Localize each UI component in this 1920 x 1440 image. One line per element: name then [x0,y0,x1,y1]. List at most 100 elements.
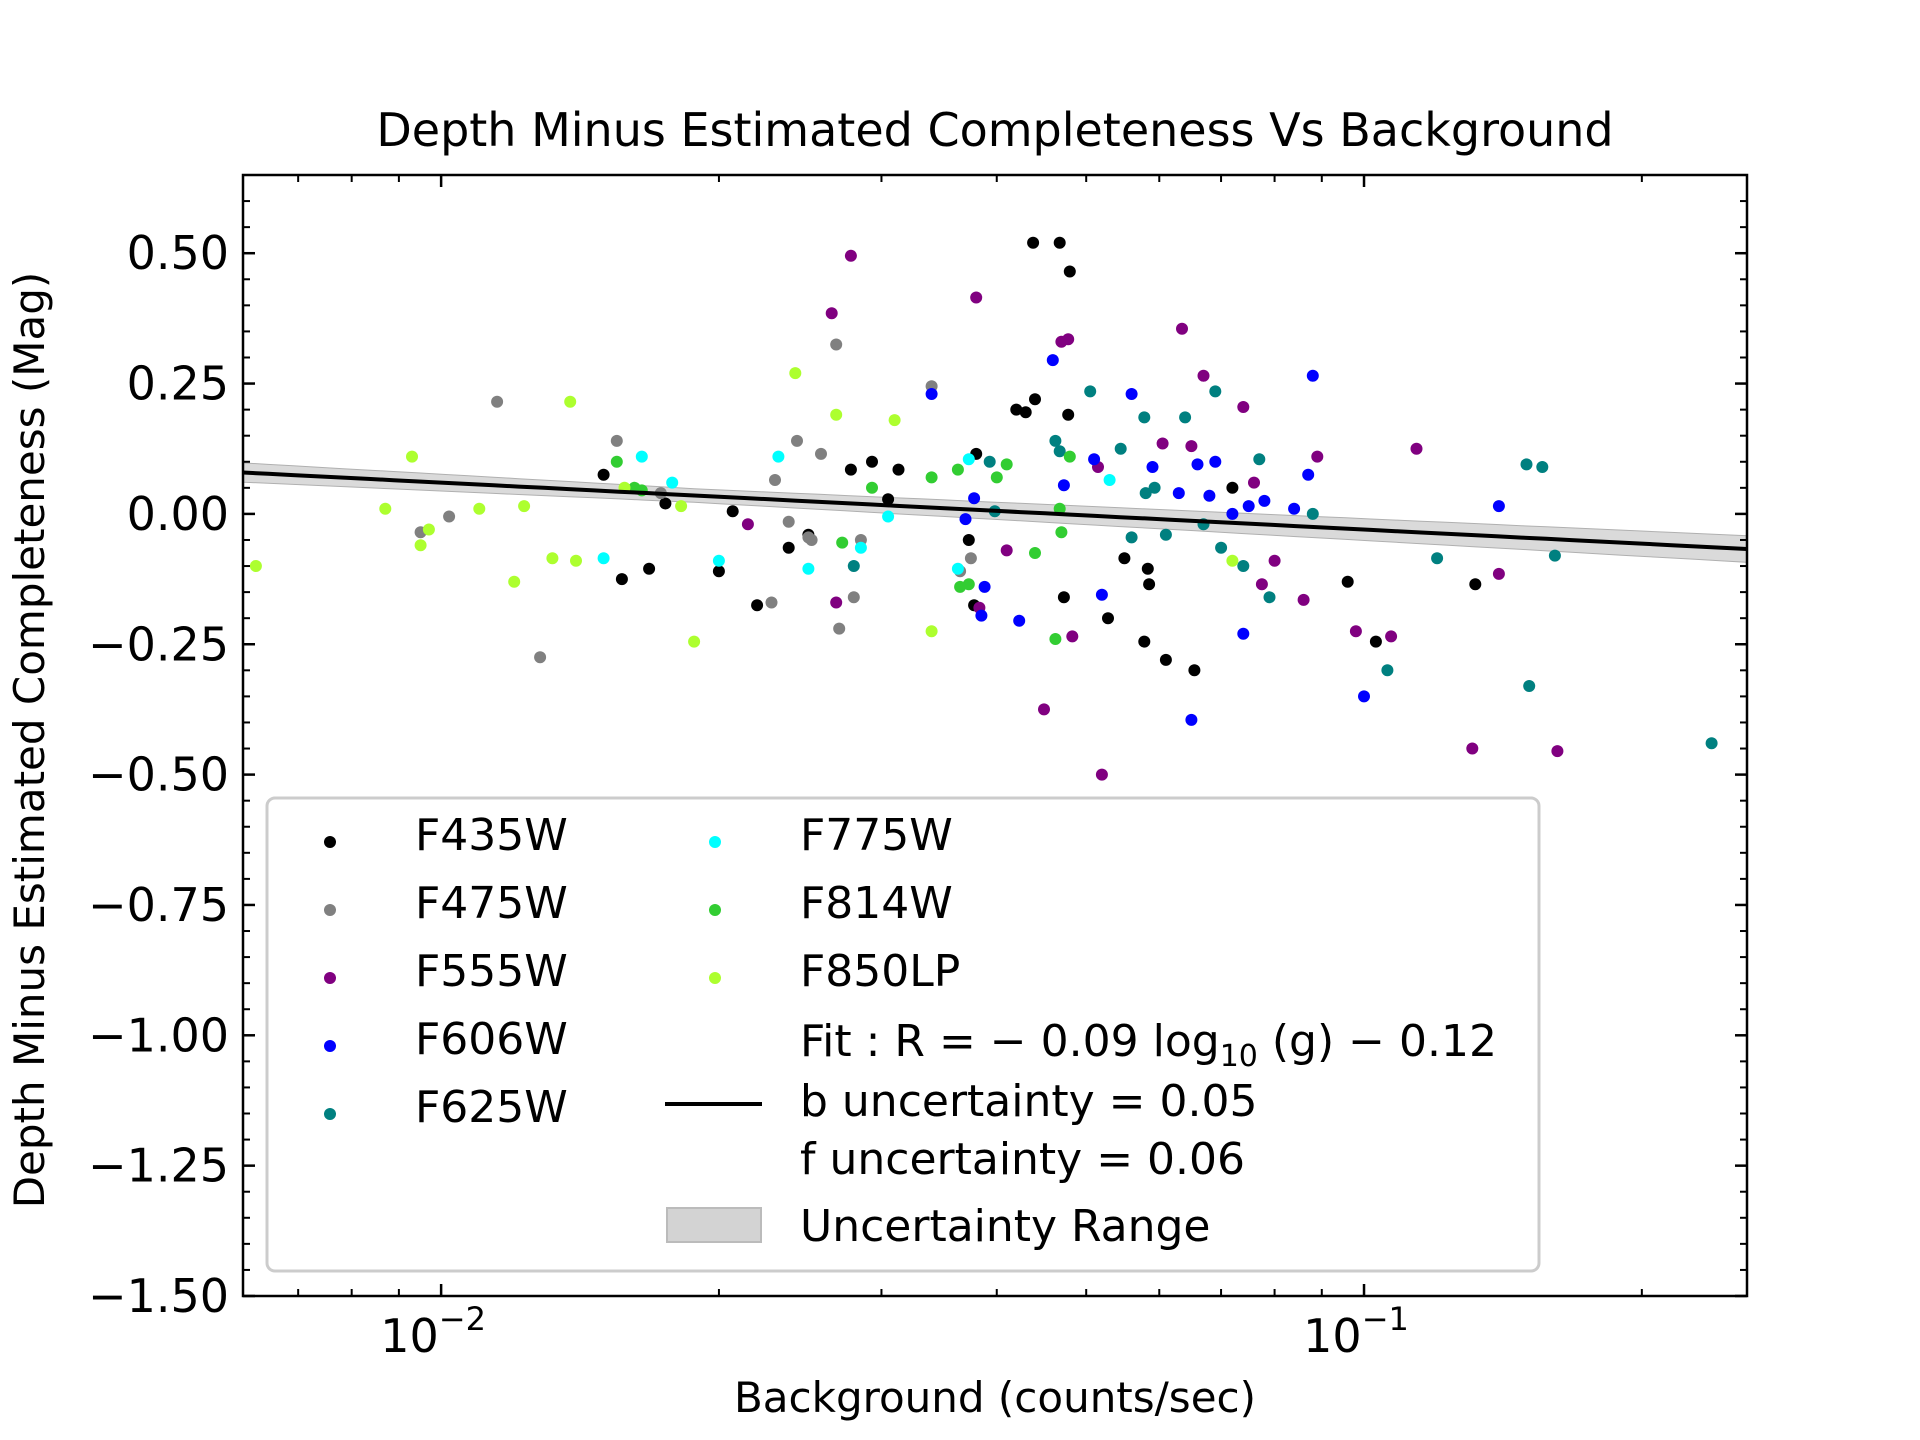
point-f555w [1255,578,1268,591]
legend-label-f814w: F814W [800,878,953,929]
point-f435w [1138,635,1151,648]
point-f606w [1095,588,1108,601]
point-f606w [1226,507,1239,520]
point-f435w [1369,635,1382,648]
point-f606w [1492,500,1505,513]
point-f435w [751,599,764,612]
point-f555w [1237,401,1250,413]
point-f555w [1410,442,1423,455]
point-f435w [1188,664,1201,677]
point-f555w [1066,630,1079,643]
legend-fit-equation: Fit : R = − 0.09 log10 (g) − 0.12 [800,1016,1497,1074]
legend-marker-f475w [324,904,336,916]
point-f475w [833,622,846,635]
point-f850lp [518,500,531,513]
point-f775w [597,552,610,565]
points-layer [249,236,1718,781]
point-f850lp [925,625,938,638]
point-f850lp [675,500,688,513]
y-tick-label: −1.50 [88,1269,229,1323]
point-f555w [830,596,843,609]
point-f625w [1705,737,1718,750]
point-f850lp [414,539,427,552]
point-f555w [1492,567,1505,580]
point-f555w [1000,544,1013,557]
point-f625w [1548,549,1561,562]
point-f625w [1139,487,1152,500]
point-f435w [1010,403,1023,416]
point-f555w [844,249,857,262]
point-f606w [1302,468,1315,481]
point-f606w [1046,354,1059,367]
point-f850lp [406,450,418,463]
y-tick-label: 0.50 [127,226,229,280]
point-f606w [1191,458,1204,471]
legend: F435W F475W F555W F606W F625W F775W F814… [265,796,1541,1273]
point-f555w [1349,625,1362,638]
point-f475w [782,515,795,528]
point-f435w [1141,562,1154,575]
legend-label-f625w: F625W [415,1082,568,1133]
point-f606w [925,388,938,400]
legend-band-swatch [666,1207,762,1243]
point-f625w [1138,411,1151,424]
point-f435w [726,505,739,518]
point-f435w [1057,591,1070,604]
point-f435w [1143,578,1156,591]
point-f850lp [249,560,262,572]
point-f475w [610,434,623,447]
point-f555w [1466,742,1479,755]
point-f850lp [546,552,559,565]
series-f435w [597,236,1482,677]
plot-area: 0.50 0.25 0.00 −0.25 −0.50 −0.75 −1.00 −1.25 −1.… [88,173,1749,1363]
point-f625w [1253,453,1266,466]
point-f775w [854,541,867,554]
point-f814w [1049,633,1062,645]
point-f435w [1062,408,1075,421]
point-f625w [983,455,996,468]
point-f435w [659,497,672,510]
y-tick-label: −0.25 [88,617,229,671]
legend-label-f775w: F775W [800,810,953,861]
point-f606w [978,580,991,593]
legend-fit-f-uncertainty: f uncertainty = 0.06 [800,1134,1245,1185]
point-f555w [1551,745,1564,758]
point-f475w [491,395,504,408]
legend-box [265,796,1541,1273]
point-f625w [1209,385,1222,398]
point-f625w [1053,445,1066,458]
legend-label-f555w: F555W [415,946,568,997]
point-f435w [892,463,905,476]
point-f555w [1156,437,1169,450]
point-f814w [1029,547,1041,559]
x-axis-label: Background (counts/sec) [734,1373,1256,1422]
y-tick-label: 0.25 [127,357,229,411]
point-f606w [1057,479,1070,492]
point-f606w [1125,388,1138,400]
point-f555w [1268,554,1281,567]
y-tick-label: −0.50 [88,748,229,802]
point-f625w [1084,385,1097,398]
point-f814w [610,455,623,468]
point-f435w [1063,265,1076,278]
point-f850lp [508,575,521,588]
point-f555w [1176,322,1188,335]
point-f555w [1297,593,1310,606]
point-f606w [975,609,988,622]
point-f625w [1431,552,1444,565]
point-f625w [1306,507,1319,520]
point-f814w [925,471,938,484]
point-f625w [1159,528,1172,541]
point-f606w [1358,690,1370,703]
point-f555w [970,291,983,304]
point-f475w [534,651,547,664]
point-f850lp [1226,554,1239,567]
point-f555w [1197,369,1210,382]
point-f435w [866,455,878,468]
legend-label-f435w: F435W [415,810,568,861]
point-f850lp [789,367,802,380]
point-f435w [643,562,656,575]
series-f606w [925,354,1505,726]
point-f435w [1469,578,1482,591]
point-f555w [741,518,754,531]
